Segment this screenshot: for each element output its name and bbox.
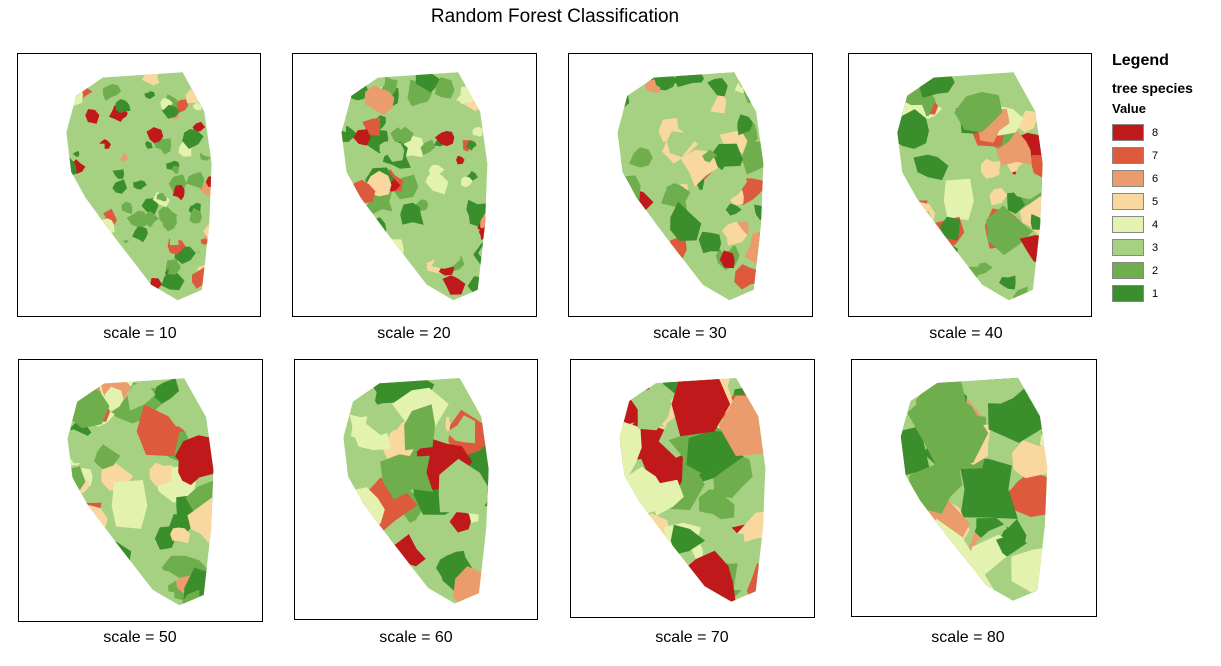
- legend-label: 1: [1152, 287, 1159, 300]
- map-caption: scale = 10: [103, 325, 177, 342]
- map-panel-scale-50: [18, 359, 263, 622]
- legend-item: 7: [1112, 144, 1217, 167]
- legend-item: 3: [1112, 236, 1217, 259]
- classification-map: [897, 72, 1043, 301]
- map-panel-scale-40: [848, 53, 1092, 317]
- legend-label: 7: [1152, 149, 1159, 162]
- legend-item: 8: [1112, 121, 1217, 144]
- legend-label: 4: [1152, 218, 1159, 231]
- legend-swatch: [1112, 170, 1144, 187]
- classification-map: [66, 72, 212, 301]
- map-panel-scale-20: [292, 53, 537, 317]
- map-caption: scale = 80: [931, 629, 1005, 646]
- map-panel-scale-60: [294, 359, 538, 620]
- map-caption: scale = 20: [377, 325, 451, 342]
- legend-label: 2: [1152, 264, 1159, 277]
- legend-item: 4: [1112, 213, 1217, 236]
- classification-map: [617, 72, 764, 301]
- legend-swatch: [1112, 193, 1144, 210]
- map-caption: scale = 70: [655, 629, 729, 646]
- classification-map: [343, 378, 489, 604]
- map-caption: scale = 60: [379, 629, 453, 646]
- legend-item: 1: [1112, 282, 1217, 305]
- legend: Legend tree species Value 8 7 6 5 4 3 2 …: [1112, 52, 1217, 305]
- map-panel-scale-10: [17, 53, 261, 317]
- legend-label: 6: [1152, 172, 1159, 185]
- legend-swatch: [1112, 147, 1144, 164]
- map-panel-scale-30: [568, 53, 813, 317]
- map-panel-scale-80: [851, 359, 1097, 617]
- map-caption: scale = 40: [929, 325, 1003, 342]
- figure-title: Random Forest Classification: [430, 6, 680, 27]
- legend-label: 8: [1152, 126, 1159, 139]
- legend-item: 6: [1112, 167, 1217, 190]
- map-panel-scale-70: [570, 359, 815, 618]
- legend-field-name: Value: [1112, 101, 1146, 116]
- legend-item: 5: [1112, 190, 1217, 213]
- classification-map: [619, 378, 766, 602]
- map-caption: scale = 50: [103, 629, 177, 646]
- legend-title: Legend: [1112, 52, 1169, 69]
- legend-swatch: [1112, 239, 1144, 256]
- map-caption: scale = 30: [653, 325, 727, 342]
- classification-map: [900, 377, 1048, 601]
- legend-swatch: [1112, 262, 1144, 279]
- legend-layer-name: tree species: [1112, 80, 1193, 96]
- legend-swatch: [1112, 124, 1144, 141]
- legend-label: 3: [1152, 241, 1159, 254]
- legend-swatch: [1112, 216, 1144, 233]
- classification-map: [67, 378, 214, 606]
- classification-map: [341, 72, 488, 301]
- legend-label: 5: [1152, 195, 1159, 208]
- legend-item: 2: [1112, 259, 1217, 282]
- legend-swatch: [1112, 285, 1144, 302]
